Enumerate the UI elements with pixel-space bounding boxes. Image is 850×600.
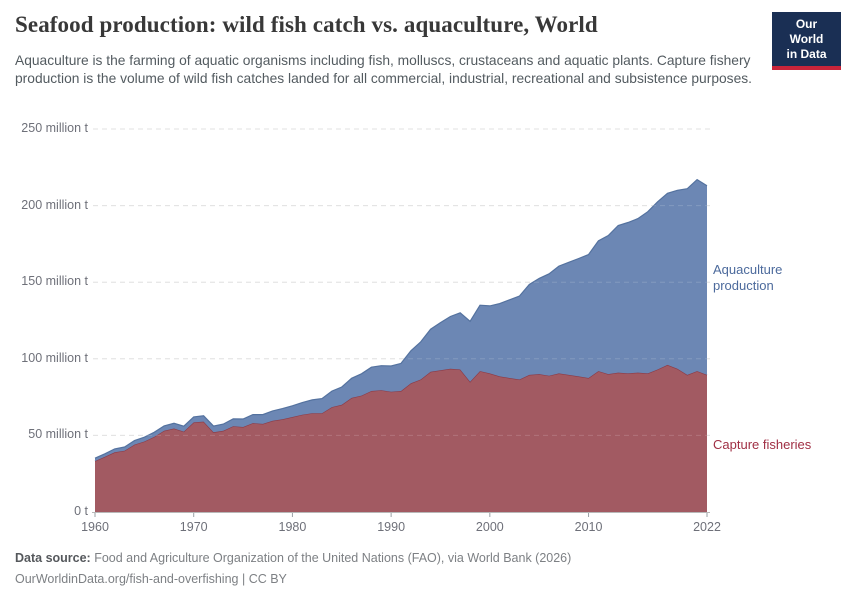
owid-logo[interactable]: Our World in Data [772,12,841,70]
x-axis-tick-label: 2010 [574,520,603,534]
series-label-aquaculture: Aquaculture production [713,262,783,293]
series-label-capture-fisheries: Capture fisheries [713,437,812,452]
chart-subtitle: Aquaculture is the farming of aquatic or… [15,53,752,87]
stacked-area-chart[interactable] [0,110,850,540]
y-axis-tick-label: 200 million t [21,197,88,212]
y-axis-tick-label: 0 t [74,504,88,518]
owid-logo-line1: Our World [789,17,824,46]
datasource-label: Data source: [15,551,91,565]
x-axis-tick-label: 2000 [475,520,504,534]
x-axis-tick-label: 1980 [278,520,307,534]
aquaculture-area[interactable] [95,179,707,462]
x-axis-tick-label: 1970 [179,520,208,534]
owid-logo-line2: in Data [786,47,827,61]
url-line: OurWorldinData.org/fish-and-overfishing … [15,569,835,590]
aquaculture-area-edge [94,178,708,459]
x-axis-tick-label: 1960 [81,520,109,534]
datasource-text: Food and Agriculture Organization of the… [90,551,572,565]
datasource-line: Data source: Food and Agriculture Organi… [15,548,835,569]
footer-separator: | [238,572,249,586]
owid-url[interactable]: OurWorldinData.org/fish-and-overfishing [15,572,239,586]
capture-fisheries-area[interactable] [95,364,707,512]
chart-plot-region[interactable]: 0 t 50 million t 100 million t 150 million … [0,110,850,540]
y-axis-tick-label: 100 million t [21,350,88,365]
page-title: Seafood production: wild fish catch vs. … [15,12,598,37]
chart-footer: Data source: Food and Agriculture Organi… [15,548,835,590]
y-axis-tick-label: 150 million t [21,274,88,289]
y-axis-tick-label: 250 million t [21,121,88,135]
x-axis-tick-label: 1990 [377,520,406,534]
y-axis-tick-label: 50 million t [28,427,88,442]
license-label[interactable]: CC BY [248,572,287,586]
x-axis-tick-label: 2022 [693,520,721,534]
